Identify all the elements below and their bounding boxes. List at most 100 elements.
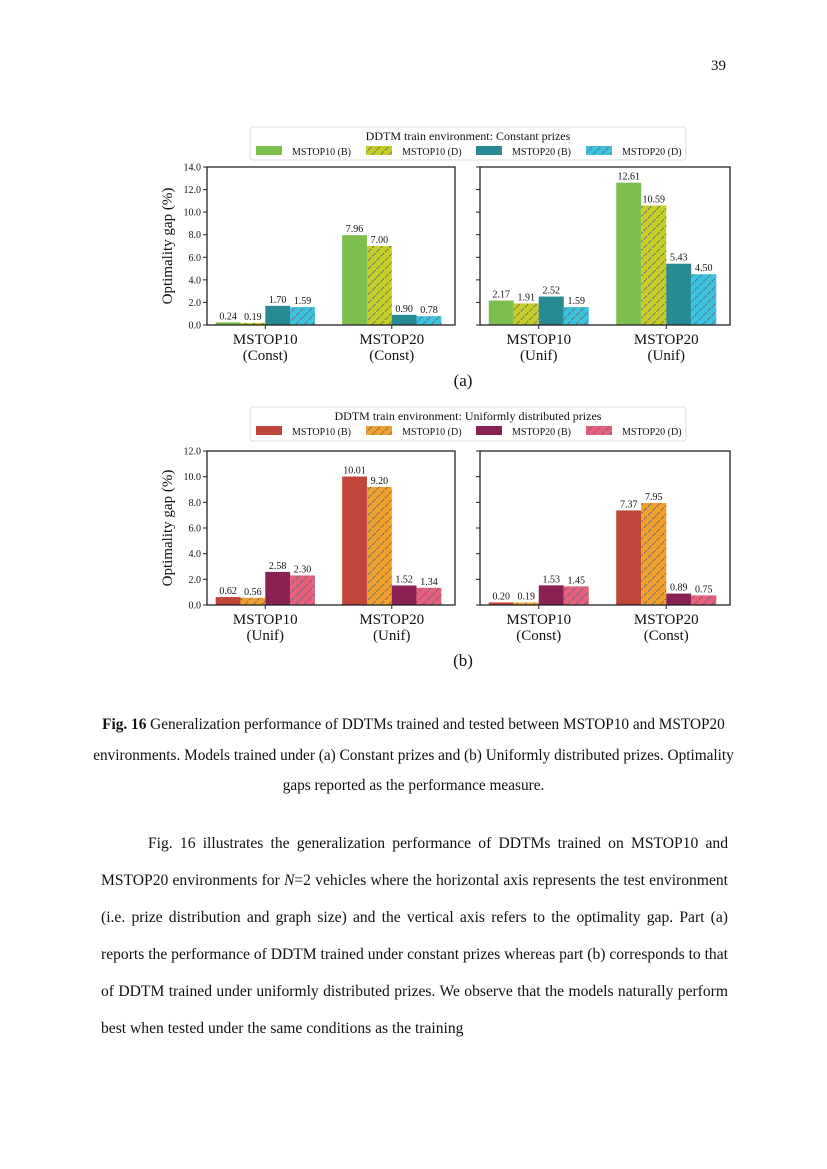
bar-hatch	[240, 597, 266, 605]
bar-hatch	[691, 595, 717, 605]
bar-hatch	[240, 322, 266, 325]
bar	[666, 263, 692, 325]
y-tick-label: 6.0	[189, 524, 202, 535]
chart-b: DDTM train environment: Uniformly distri…	[160, 406, 731, 670]
x-category-label: (Const)	[369, 348, 414, 364]
bar-value-label: 0.19	[244, 312, 262, 323]
bar-value-label: 0.20	[493, 591, 511, 602]
bar-hatch	[691, 274, 717, 325]
bar	[342, 235, 367, 325]
legend-label: MSTOP10 (D)	[402, 427, 462, 438]
legend-box	[249, 126, 687, 161]
legend-label: MSTOP20 (B)	[512, 147, 571, 158]
bar-value-label: 0.24	[219, 311, 237, 322]
bar-value-label: 7.00	[371, 235, 389, 246]
x-category-label: (Unif)	[520, 348, 558, 364]
bar	[538, 296, 564, 325]
bar-value-label: 0.62	[219, 586, 237, 597]
x-category-label: (Unif)	[648, 348, 686, 364]
bar-value-label: 0.56	[244, 587, 262, 598]
chart-a: DDTM train environment: Constant prizes M…	[160, 126, 731, 390]
x-category-label: MSTOP20	[359, 612, 424, 628]
x-category-label: MSTOP20	[634, 612, 699, 628]
bar	[391, 314, 417, 325]
y-tick-label: 0.0	[189, 321, 202, 332]
bar-value-label: 12.61	[618, 172, 641, 183]
bar-hatch	[366, 486, 392, 605]
caption-label: Fig. 16	[102, 716, 147, 733]
bar-hatch	[563, 586, 589, 605]
bar-value-label: 4.50	[695, 263, 713, 274]
bar	[215, 322, 241, 325]
x-category-label: (Const)	[516, 628, 561, 644]
x-category-label: (Unif)	[247, 628, 285, 644]
y-tick-label: 0.0	[189, 601, 202, 612]
y-tick-label: 2.0	[189, 298, 202, 309]
legend-swatch-hatch	[366, 146, 392, 155]
bar-value-label: 10.59	[643, 194, 666, 205]
bar-value-label: 7.95	[645, 492, 663, 503]
y-tick-label: 4.0	[189, 549, 202, 560]
y-tick-label: 12.0	[184, 447, 202, 458]
legend-title: DDTM train environment: Constant prizes	[366, 129, 571, 143]
y-tick-label: 6.0	[189, 253, 202, 264]
x-category-label: MSTOP20	[359, 332, 424, 348]
y-axis-label: Optimality gap (%)	[160, 470, 176, 587]
figure-caption: Fig. 16 Generalization performance of DD…	[90, 710, 737, 802]
caption-text: Generalization performance of DDTMs trai…	[93, 716, 734, 794]
bar-hatch	[290, 307, 315, 325]
x-category-label: MSTOP10	[506, 612, 571, 628]
page-number: 39	[711, 58, 726, 74]
text-run: Fig. 16 illustrates the generalization p…	[101, 835, 728, 889]
legend-swatch-hatch	[366, 426, 392, 435]
x-category-label: (Const)	[243, 348, 288, 364]
bar-value-label: 0.78	[420, 305, 438, 316]
bar-hatch	[366, 246, 392, 325]
bar-hatch	[416, 587, 442, 605]
legend-swatch	[256, 146, 282, 155]
x-category-label: (Unif)	[373, 628, 411, 644]
bar-hatch	[563, 307, 589, 325]
y-tick-label: 10.0	[184, 208, 202, 219]
bar	[342, 476, 367, 605]
bar-value-label: 9.20	[371, 476, 389, 487]
panel-label: (b)	[453, 651, 473, 670]
y-tick-label: 2.0	[189, 575, 202, 586]
bar-hatch	[641, 502, 667, 605]
bar-value-label: 1.70	[269, 295, 287, 306]
legend-label: MSTOP20 (D)	[622, 427, 682, 438]
legend-swatch-hatch	[586, 146, 612, 155]
y-tick-label: 4.0	[189, 275, 202, 286]
bar-value-label: 2.52	[543, 286, 561, 297]
bar-value-label: 2.17	[493, 290, 511, 301]
x-category-label: (Const)	[644, 628, 689, 644]
text-run-italic: N	[283, 872, 295, 889]
bar-value-label: 0.19	[518, 592, 536, 603]
legend-label: MSTOP20 (D)	[622, 147, 682, 158]
bar-value-label: 1.59	[568, 296, 586, 307]
bar-value-label: 7.37	[620, 499, 638, 510]
bar-value-label: 1.34	[420, 577, 438, 588]
bar-hatch	[513, 602, 539, 605]
bar	[391, 585, 417, 605]
bar-value-label: 1.91	[518, 292, 536, 303]
axes-frame	[206, 166, 456, 326]
bar-value-label: 2.58	[269, 561, 287, 572]
bar-hatch	[641, 205, 667, 325]
bar-hatch	[513, 303, 539, 325]
legend-swatch	[476, 146, 502, 155]
legend-label: MSTOP20 (B)	[512, 427, 571, 438]
axes-frame	[479, 166, 731, 326]
bar-value-label: 1.52	[395, 574, 413, 585]
legend-box	[249, 406, 687, 442]
y-tick-label: 10.0	[184, 472, 202, 483]
legend-swatch	[476, 426, 502, 435]
legend-title: DDTM train environment: Uniformly distri…	[335, 409, 602, 423]
bar	[265, 305, 291, 325]
x-category-label: MSTOP10	[233, 612, 298, 628]
bar-value-label: 1.53	[543, 574, 561, 585]
bar	[215, 597, 241, 605]
legend-swatch-hatch	[586, 426, 612, 435]
bar-value-label: 1.45	[568, 575, 586, 586]
bar	[488, 300, 514, 325]
